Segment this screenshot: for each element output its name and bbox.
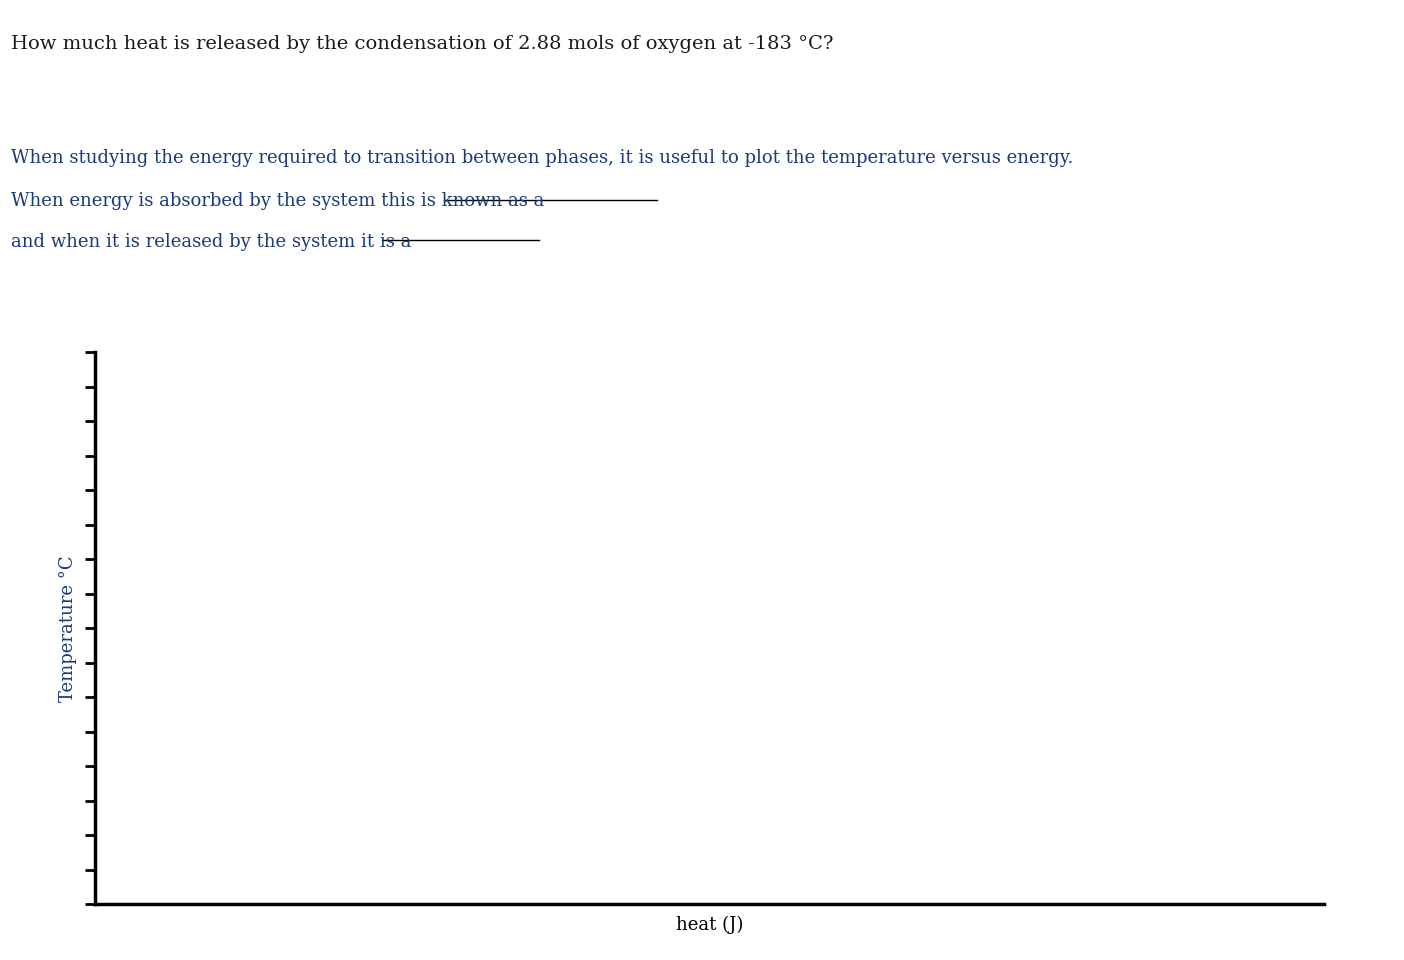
Text: When studying the energy required to transition between phases, it is useful to : When studying the energy required to tra… <box>11 149 1074 167</box>
Text: When energy is absorbed by the system this is known as a: When energy is absorbed by the system th… <box>11 192 550 210</box>
Y-axis label: Temperature °C: Temperature °C <box>59 555 77 702</box>
Text: How much heat is released by the condensation of 2.88 mols of oxygen at -183 °C?: How much heat is released by the condens… <box>11 35 834 53</box>
X-axis label: heat (J): heat (J) <box>677 916 743 934</box>
Text: and when it is released by the system it is a: and when it is released by the system it… <box>11 233 417 252</box>
